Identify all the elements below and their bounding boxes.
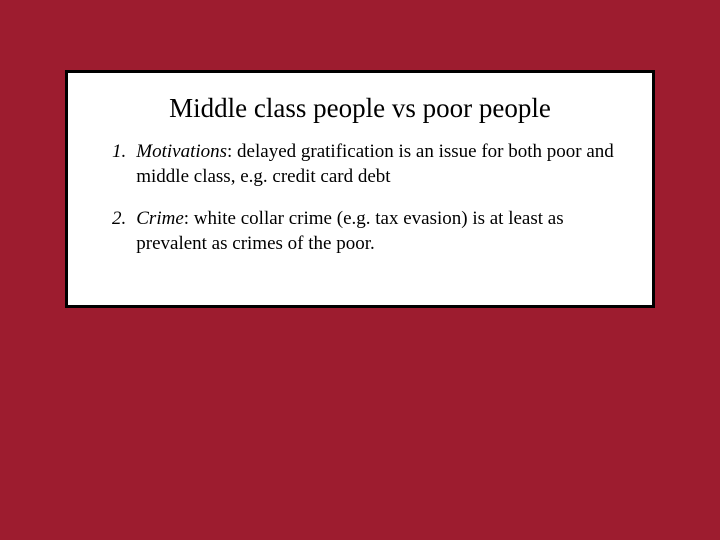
item-number: 2.: [112, 207, 126, 256]
points-list: 1. Motivations: delayed gratification is…: [98, 140, 622, 257]
list-item: 1. Motivations: delayed gratification is…: [112, 140, 622, 189]
item-content: Crime: white collar crime (e.g. tax evas…: [136, 207, 622, 256]
item-term: Motivations: [136, 141, 227, 162]
slide-title: Middle class people vs poor people: [98, 93, 622, 124]
content-box: Middle class people vs poor people 1. Mo…: [65, 70, 655, 308]
item-number: 1.: [112, 140, 126, 189]
item-term: Crime: [136, 208, 184, 229]
item-text: : white collar crime (e.g. tax evasion) …: [136, 208, 563, 254]
item-content: Motivations: delayed gratification is an…: [136, 140, 622, 189]
list-item: 2. Crime: white collar crime (e.g. tax e…: [112, 207, 622, 256]
